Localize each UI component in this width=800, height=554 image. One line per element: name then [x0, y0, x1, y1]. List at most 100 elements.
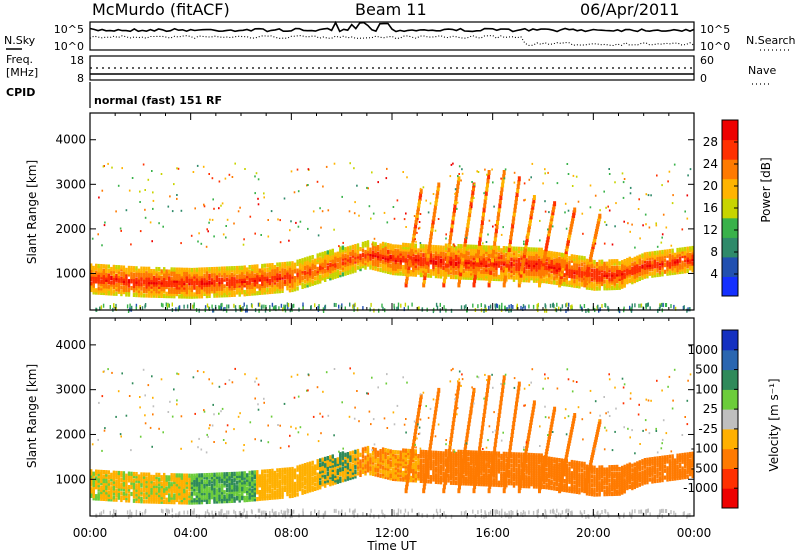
power-cell — [550, 264, 553, 269]
velocity-cell — [288, 482, 292, 488]
power-cell — [384, 249, 387, 254]
power-cell — [594, 194, 597, 197]
power-cell — [105, 288, 108, 294]
velocity-cell — [286, 474, 289, 479]
power-cell — [139, 201, 141, 203]
velocity-cell — [291, 482, 294, 487]
velocity-cell — [122, 480, 126, 485]
power-cell — [588, 276, 591, 282]
power-cell — [633, 274, 636, 279]
power-colorbar-segment — [722, 237, 738, 258]
power-cell — [590, 263, 594, 269]
velocity-cell — [271, 495, 274, 500]
velocity-cell — [314, 477, 317, 482]
power-cell — [551, 207, 555, 213]
power-cell — [616, 274, 619, 279]
power-cell — [467, 251, 470, 256]
power-cell — [233, 303, 235, 308]
velocity-cell — [251, 477, 254, 482]
velocity-cell — [97, 480, 100, 486]
power-cell — [497, 263, 501, 268]
power-cell — [107, 291, 110, 296]
power-cell — [407, 247, 410, 252]
power-cell — [417, 250, 420, 255]
velocity-cell — [326, 456, 329, 461]
velocity-cell — [195, 498, 199, 503]
power-cell — [611, 277, 614, 282]
velocity-cell — [175, 484, 178, 489]
velocity-cell — [158, 472, 161, 477]
velocity-cell — [183, 498, 186, 503]
power-cell — [207, 230, 209, 233]
power-cell — [394, 266, 397, 271]
velocity-cell — [243, 482, 246, 487]
velocity-cell — [145, 492, 148, 497]
power-cell — [364, 265, 367, 270]
power-cell — [555, 274, 558, 279]
power-cell — [331, 259, 334, 265]
power-cell — [218, 286, 221, 291]
velocity-cell — [122, 477, 126, 483]
velocity-cell — [150, 490, 153, 495]
power-cell — [381, 266, 385, 271]
power-cell — [105, 277, 108, 282]
power-cell — [633, 265, 636, 270]
power-cell — [527, 269, 531, 274]
power-cell — [261, 270, 264, 275]
power-cell — [445, 233, 447, 236]
power-cell — [563, 254, 567, 260]
power-cell — [346, 246, 350, 251]
power-cell — [484, 190, 488, 196]
velocity-cell — [140, 492, 143, 497]
velocity-cell — [329, 464, 332, 469]
power-cell — [97, 281, 100, 286]
power-cell — [303, 261, 307, 266]
power-cell — [314, 260, 317, 266]
power-cell — [297, 225, 300, 228]
power-cell — [530, 247, 533, 252]
power-cell — [648, 271, 652, 276]
power-cell — [228, 288, 231, 293]
power-cell — [517, 260, 521, 265]
velocity-cell — [281, 476, 284, 481]
power-cell — [424, 257, 428, 262]
power-cell — [512, 246, 516, 251]
power-cell — [510, 268, 513, 273]
power-cell — [538, 252, 541, 257]
power-cell — [238, 265, 241, 270]
power-cell — [460, 305, 463, 310]
velocity-cell — [215, 477, 219, 482]
power-cell — [658, 252, 662, 257]
power-cell — [643, 267, 647, 273]
velocity-cell — [190, 478, 194, 483]
power-cell — [326, 259, 329, 264]
power-cell — [589, 184, 592, 187]
power-cell — [429, 260, 433, 265]
power-cell — [92, 272, 95, 277]
power-cell — [663, 263, 667, 268]
power-cell — [497, 259, 501, 264]
power-cell — [308, 269, 312, 274]
power-cell — [647, 194, 650, 197]
power-cell — [140, 291, 143, 296]
velocity-cell — [180, 493, 183, 498]
power-cell — [621, 260, 624, 265]
power-cell — [485, 269, 488, 274]
power-cell — [578, 275, 581, 280]
velocity-cell — [95, 494, 98, 499]
velocity-cell — [213, 477, 216, 482]
power-cell — [132, 275, 136, 280]
velocity-cell — [97, 474, 100, 479]
velocity-cell — [205, 486, 209, 491]
velocity-cell — [107, 494, 110, 500]
power-cell — [484, 168, 486, 171]
power-cell — [640, 303, 643, 308]
power-cell — [117, 269, 121, 274]
velocity-cell — [205, 488, 209, 493]
power-cell — [291, 279, 294, 284]
power-cell — [104, 221, 106, 224]
power-cell — [193, 267, 196, 272]
power-cell — [418, 226, 421, 229]
freq-right-tick-bottom: 0 — [700, 72, 707, 85]
power-cell — [248, 287, 251, 292]
